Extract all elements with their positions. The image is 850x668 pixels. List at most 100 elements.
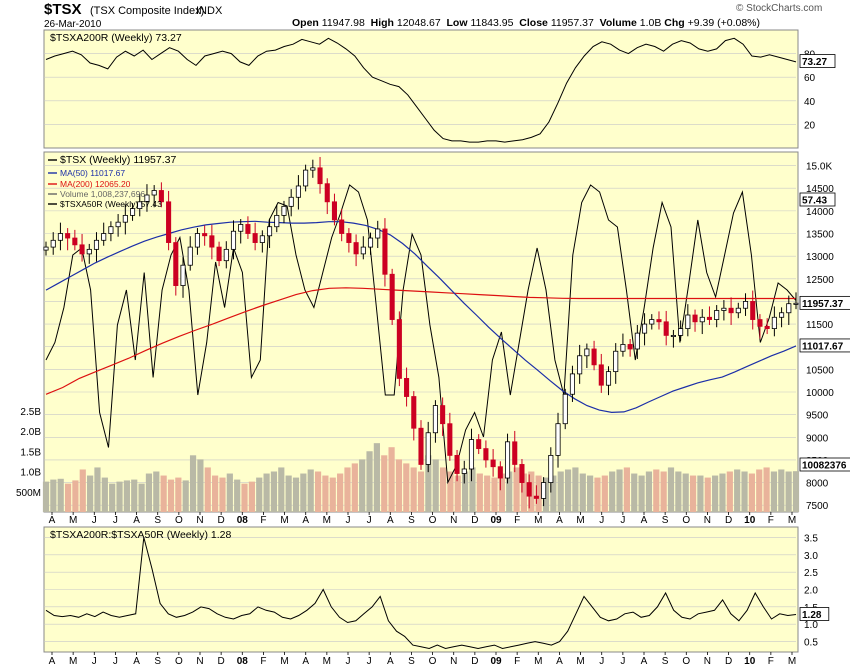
volume-value-tag-box (799, 457, 850, 472)
volume-bar (792, 471, 800, 512)
close-label: Close (519, 17, 548, 29)
volume-bar (469, 467, 476, 512)
volume-bar (645, 471, 653, 512)
volume-bar (557, 471, 564, 512)
volume-bar (572, 467, 579, 512)
candle-body (692, 314, 698, 323)
bottom-x-tick-label: J (113, 656, 118, 667)
volume-bar (160, 475, 167, 512)
candle-body (375, 228, 381, 239)
main-x-tick-label: D (725, 515, 732, 526)
main-x-tick-label: A (387, 515, 394, 526)
close-value-tag: 11957.37 (802, 299, 844, 310)
volume-bar (50, 479, 57, 512)
candle-body (533, 495, 539, 499)
candle-body (447, 423, 453, 456)
volume-bar (79, 469, 86, 512)
ratio-value-tag: 1.28 (802, 610, 822, 621)
bottom-x-tick-label: J (367, 656, 372, 667)
main-x-tick-label: O (175, 515, 183, 526)
candle-body (750, 301, 756, 320)
candle-body (519, 464, 525, 483)
tsxa50r-value-tag: 57.43 (802, 196, 827, 207)
volume-bar (726, 471, 733, 512)
bottom-x-tick-label: D (218, 656, 225, 667)
bottom-x-tick-label: M (534, 656, 542, 667)
volume-bar (219, 477, 226, 512)
bottom-x-tick-label: M (280, 656, 288, 667)
volume-bar (94, 467, 101, 512)
candle-body (562, 393, 568, 425)
bottom-y-tick-label: 3.5 (804, 533, 818, 544)
candle-body (620, 344, 626, 352)
main-x-tick-label: A (302, 515, 309, 526)
low-value: 11843.95 (470, 17, 514, 29)
price-y-tick-label: 11500 (806, 320, 834, 331)
ma50-value-tag-box (799, 338, 850, 353)
bottom-x-tick-label: J (620, 656, 625, 667)
volume-bar (101, 477, 108, 512)
volume-bar (689, 475, 697, 512)
volume-bar (351, 463, 358, 512)
volume-bar (270, 471, 278, 512)
volume-bar (564, 469, 572, 512)
volume-bar (704, 477, 711, 512)
volume-bar (616, 469, 623, 512)
bottom-y-tick-label: 3.0 (804, 551, 818, 562)
low-label: Low (446, 17, 468, 29)
candle-body (79, 244, 85, 255)
bottom-x-tick-label: S (408, 656, 415, 667)
bottom-x-tick-label: N (704, 656, 711, 667)
volume-bar (123, 480, 130, 512)
bottom-x-tick-label: J (346, 656, 351, 667)
price-y-tick-label: 14000 (806, 207, 834, 218)
top-y-tick-label: 40 (804, 97, 816, 108)
candle-body (339, 219, 345, 234)
volume-bar (337, 473, 344, 512)
volume-bar (498, 473, 505, 512)
candle-body (404, 378, 410, 397)
legend-entry-2: MA(200) 12065.20 (60, 179, 131, 189)
high-label: High (370, 17, 394, 29)
candle-body (468, 439, 475, 470)
bottom-x-tick-label: O (175, 656, 183, 667)
volume-bar (712, 475, 719, 512)
main-x-tick-label: M (788, 515, 796, 526)
candle-body (57, 233, 63, 241)
chg-value: +9.39 (+0.08%) (687, 17, 761, 29)
top-panel-bg (43, 29, 799, 149)
candle-body (324, 183, 330, 203)
main-x-tick-label: A (641, 515, 648, 526)
main-x-tick-label: J (113, 515, 118, 526)
volume-bar (395, 459, 403, 512)
candle-body (202, 233, 208, 237)
candle-body (93, 239, 100, 250)
volume-bar (403, 463, 410, 512)
volume-bar (167, 479, 175, 512)
volume-bar (197, 459, 204, 512)
tsxa200r-line (45, 37, 797, 143)
volume-bar (653, 469, 660, 512)
volume-bar (506, 471, 513, 512)
volume-bar (675, 471, 682, 512)
main-x-tick-label: N (196, 515, 203, 526)
volume-bar (667, 467, 675, 512)
volume-bar (462, 471, 469, 512)
tsxa50r-line (45, 184, 797, 485)
candle-body (245, 224, 251, 234)
candle-body (166, 201, 172, 243)
volume-bar (425, 455, 432, 512)
main-x-tick-label: J (620, 515, 625, 526)
main-x-tick-label: A (49, 515, 56, 526)
volume-bar (734, 469, 741, 512)
candle-body (317, 167, 323, 185)
volume-bar (454, 475, 461, 512)
candle-body (605, 371, 612, 386)
volume-bar (366, 451, 373, 512)
main-x-tick-label: F (260, 515, 266, 526)
candle-body (598, 364, 604, 386)
candle-body (786, 303, 792, 314)
volume-bar (520, 473, 528, 512)
bottom-x-tick-label: F (260, 656, 266, 667)
